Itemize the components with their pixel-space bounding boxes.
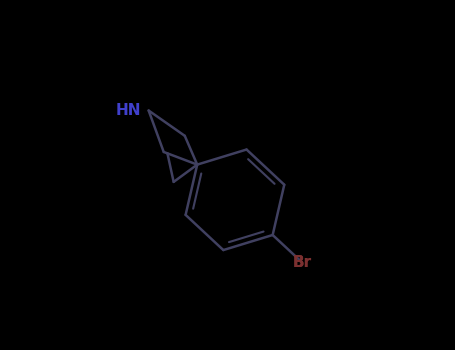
Text: HN: HN — [115, 103, 141, 118]
Text: Br: Br — [292, 254, 311, 270]
Text: Br: Br — [292, 254, 311, 270]
